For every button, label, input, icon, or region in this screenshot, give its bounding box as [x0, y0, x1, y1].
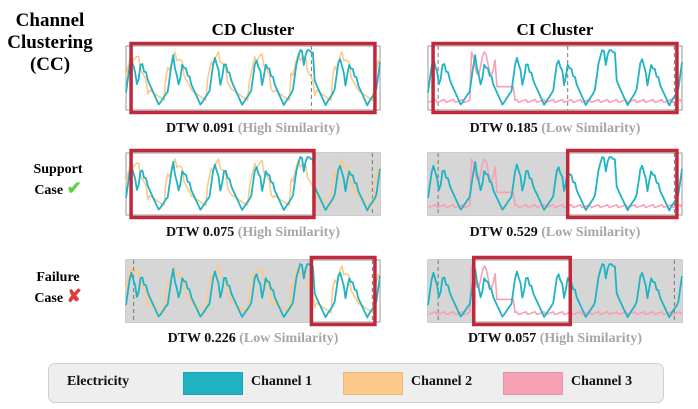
caption-cd-top: DTW 0.091 (High Similarity) — [122, 121, 384, 137]
legend-dataset-label: Electricity — [67, 374, 130, 389]
failure-line-2: Case ✘ — [34, 286, 82, 307]
panel-cd-failure — [125, 255, 381, 327]
waveforms — [427, 49, 683, 107]
dtw-value: DTW 0.091 — [166, 121, 235, 136]
channel-1-line — [427, 263, 683, 319]
support-line-1: Support — [33, 162, 83, 177]
highlight-box — [129, 41, 377, 115]
support-case-label: Support Case ✔ — [18, 162, 98, 199]
check-icon: ✔ — [66, 178, 82, 199]
cd-cluster-title: CD Cluster — [211, 20, 295, 39]
legend-swatch-channel-3 — [503, 372, 563, 395]
highlight-box — [431, 41, 679, 115]
similarity-label: (High Similarity) — [237, 225, 340, 240]
channel-1-line — [125, 49, 381, 107]
similarity-label: (Low Similarity) — [541, 121, 641, 136]
caption-ci-top: DTW 0.185 (Low Similarity) — [424, 121, 686, 137]
waveforms — [125, 49, 381, 107]
failure-case-label: Failure Case ✘ — [18, 270, 98, 307]
waveforms — [427, 263, 683, 319]
panel-ci-support — [427, 148, 683, 220]
waveforms — [125, 263, 381, 319]
title-line-2: Clustering — [7, 31, 93, 53]
dtw-value: DTW 0.185 — [469, 121, 538, 136]
legend-label-channel-3: Channel 3 — [571, 374, 633, 389]
waveforms — [125, 156, 381, 212]
channel-1-line — [427, 156, 683, 212]
title-line-1: Channel — [15, 10, 85, 31]
legend-swatch-channel-2 — [343, 372, 403, 395]
panel-cd-top — [125, 41, 381, 115]
similarity-label: (Low Similarity) — [239, 331, 339, 346]
similarity-label: (High Similarity) — [237, 121, 340, 136]
dtw-value: DTW 0.075 — [166, 225, 235, 240]
cross-icon: ✘ — [66, 286, 82, 307]
dtw-value: DTW 0.226 — [167, 331, 236, 346]
legend-label-channel-2: Channel 2 — [411, 374, 473, 389]
dtw-value: DTW 0.529 — [469, 225, 538, 240]
similarity-label: (Low Similarity) — [541, 225, 641, 240]
figure-title: Channel Clustering (CC) — [4, 10, 96, 76]
channel-1-line — [427, 49, 683, 107]
highlight-box — [309, 255, 377, 327]
similarity-label: (High Similarity) — [539, 331, 642, 346]
legend: Electricity Channel 1 Channel 2 Channel … — [48, 363, 664, 403]
legend-swatch-channel-1 — [183, 372, 243, 395]
dtw-value: DTW 0.057 — [468, 331, 537, 346]
failure-line-1: Failure — [36, 270, 80, 285]
highlight-box — [129, 148, 316, 220]
support-line-2: Case ✔ — [34, 178, 82, 199]
highlight-box — [471, 255, 572, 327]
caption-ci-support: DTW 0.529 (Low Similarity) — [424, 225, 686, 241]
ci-cluster-title: CI Cluster — [516, 20, 594, 39]
legend-label-channel-1: Channel 1 — [251, 374, 313, 389]
caption-ci-failure: DTW 0.057 (High Similarity) — [424, 331, 686, 347]
panel-cd-support — [125, 148, 381, 220]
highlight-box — [565, 148, 679, 220]
panel-ci-failure — [427, 255, 683, 327]
channel-1-line — [125, 156, 381, 212]
title-line-3: (CC) — [29, 53, 71, 75]
waveforms — [427, 156, 683, 212]
caption-cd-support: DTW 0.075 (High Similarity) — [122, 225, 384, 241]
panel-ci-top — [427, 41, 683, 115]
caption-cd-failure: DTW 0.226 (Low Similarity) — [122, 331, 384, 347]
channel-1-line — [125, 263, 381, 319]
